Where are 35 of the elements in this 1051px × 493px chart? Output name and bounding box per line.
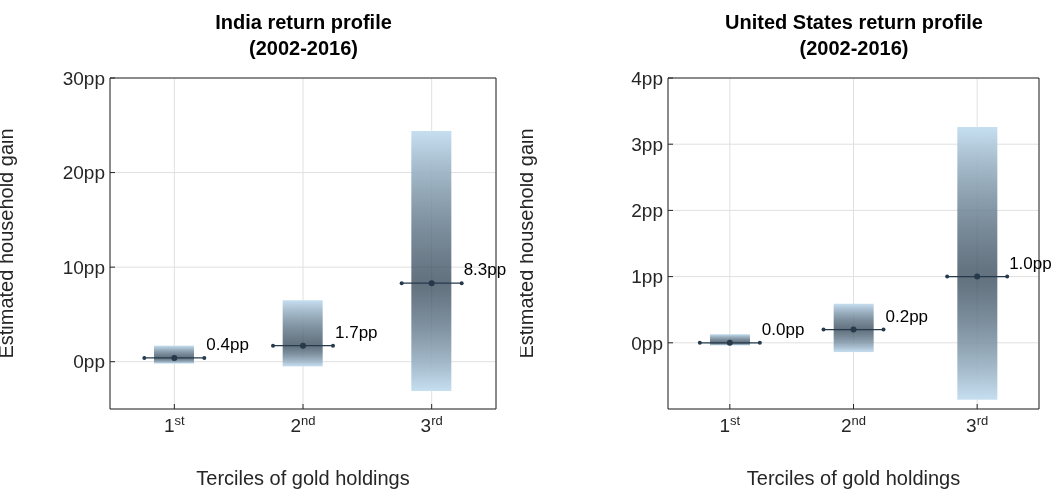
- x-axis-title: Terciles of gold holdings: [196, 467, 410, 489]
- x-tick-label: 3$^{rd}$: [966, 412, 989, 436]
- y-tick-label: 3pp: [631, 133, 663, 155]
- bar: [833, 303, 874, 353]
- bar: [957, 126, 998, 400]
- x-tick-label: 2$^{nd}$: [840, 412, 867, 436]
- data-label: 0.4pp: [206, 334, 249, 354]
- x-axis-title: Terciles of gold holdings: [746, 467, 961, 489]
- x-tick-label: 2$^{nd}$: [290, 412, 316, 436]
- y-tick-label: 10pp: [62, 256, 105, 278]
- point: [974, 273, 981, 280]
- point: [171, 354, 178, 361]
- x-tick-label: 1$^{st}$: [163, 412, 186, 436]
- data-label: 8.3pp: [463, 260, 507, 280]
- data-label: 0.2pp: [885, 306, 929, 326]
- y-tick-label: 30pp: [62, 67, 105, 89]
- bar: [282, 300, 323, 367]
- chart-title: India return profile (2002-2016): [215, 10, 392, 61]
- point: [300, 342, 306, 349]
- data-label: 1.7pp: [335, 322, 378, 342]
- y-tick-label: 20pp: [62, 162, 105, 184]
- chart-title: United States return profile (2002-2016): [725, 10, 983, 61]
- data-label: 0.0pp: [761, 319, 805, 339]
- y-tick-label: 0pp: [631, 332, 663, 354]
- y-tick-label: 4pp: [631, 67, 663, 89]
- y-tick-label: 1pp: [631, 266, 663, 288]
- y-tick-label: 2pp: [631, 200, 663, 222]
- data-label: 1.0pp: [1009, 253, 1051, 273]
- y-tick-label: 0pp: [73, 351, 105, 373]
- point: [428, 280, 435, 287]
- x-tick-label: 3$^{rd}$: [420, 412, 443, 436]
- x-tick-label: 1$^{st}$: [719, 412, 741, 436]
- point: [726, 339, 733, 346]
- bar: [411, 130, 452, 392]
- point: [850, 326, 857, 333]
